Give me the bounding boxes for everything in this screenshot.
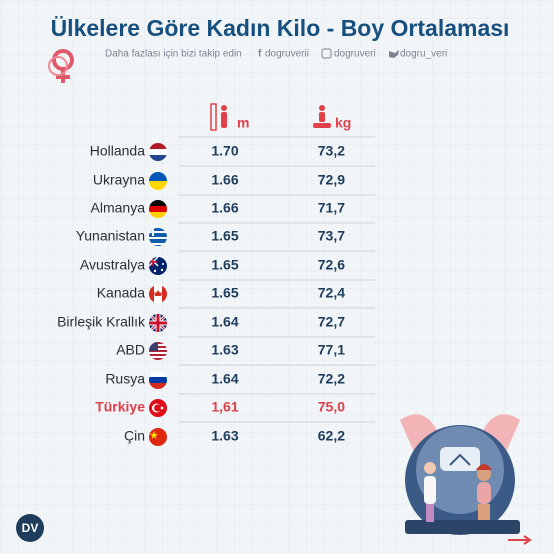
height-icon <box>210 103 227 131</box>
height: 1.66 <box>211 172 238 188</box>
country: Avustralya <box>80 257 145 273</box>
facebook-icon: f <box>258 49 262 60</box>
flag <box>149 200 167 218</box>
country: Almanya <box>91 200 146 216</box>
flag <box>149 371 167 389</box>
flag <box>149 172 167 190</box>
facebook-handle: dogruverii <box>265 49 309 60</box>
height: 1.70 <box>211 143 238 159</box>
height: 1.63 <box>211 428 238 444</box>
weight: 77,1 <box>318 342 345 358</box>
height: 1.64 <box>211 371 238 387</box>
height: 1.63 <box>211 342 238 358</box>
row: Yunanistan 1.65 73,7 <box>76 228 375 252</box>
flag <box>149 399 167 417</box>
row: Türkiye 1,61 75,0 <box>95 399 375 423</box>
flag <box>149 285 167 303</box>
country: Kanada <box>97 285 145 301</box>
country: Rusya <box>105 371 145 387</box>
flag <box>149 428 167 446</box>
flag <box>149 342 167 360</box>
height: 1.65 <box>211 228 238 244</box>
weight: 72,7 <box>318 314 345 330</box>
weight: 75,0 <box>318 399 345 415</box>
height: 1.65 <box>211 257 238 273</box>
scale-illustration <box>400 414 532 545</box>
weight: 73,2 <box>318 143 345 159</box>
flag <box>149 228 167 246</box>
country: Hollanda <box>90 143 145 159</box>
weight: 72,4 <box>318 285 345 301</box>
country: Çin <box>124 428 145 444</box>
flag <box>149 257 167 275</box>
height: 1.66 <box>211 200 238 216</box>
instagram-handle: dogruveri <box>334 49 376 60</box>
twitter-icon <box>389 50 399 58</box>
column-header: m <box>237 115 249 131</box>
row: Avustralya 1.65 72,6 <box>80 257 375 281</box>
row: Çin 1.63 62,2 <box>124 428 345 446</box>
table: Hollanda 1.70 73,2 Ukrayna 1.66 72,9 Almanya… <box>57 136 375 446</box>
height: 1.65 <box>211 285 238 301</box>
twitter-handle: dogru_veri <box>400 49 447 60</box>
logo-badge <box>16 514 44 542</box>
weight: 62,2 <box>318 428 345 444</box>
flag <box>149 143 167 161</box>
country: ABD <box>116 342 145 358</box>
height: 1,61 <box>211 399 238 415</box>
logo: DV <box>22 521 39 535</box>
row: Birleşik Krallık 1.64 72,7 <box>57 314 375 338</box>
weight-icon <box>313 105 331 128</box>
weight: 72,6 <box>318 257 345 273</box>
country: Ukrayna <box>93 172 145 188</box>
venus-icon <box>48 49 74 83</box>
row: Rusya 1.64 72,2 <box>105 371 375 395</box>
row: Almanya 1.66 71,7 <box>91 200 375 224</box>
title: Ülkelere Göre Kadın Kilo - Boy Ortalamas… <box>51 15 510 41</box>
flag <box>149 314 167 332</box>
column-header: kg <box>335 115 351 131</box>
row: Kanada 1.65 72,4 <box>97 285 375 309</box>
weight: 73,7 <box>318 228 345 244</box>
row: Ukrayna 1.66 72,9 <box>93 172 375 196</box>
weight: 72,2 <box>318 371 345 387</box>
height: 1.64 <box>211 314 238 330</box>
row: Hollanda 1.70 73,2 <box>90 143 375 167</box>
weight: 72,9 <box>318 172 345 188</box>
country: Yunanistan <box>76 228 145 244</box>
subtitle: Daha fazlası için bizi takip edin <box>105 49 242 60</box>
country: Birleşik Krallık <box>57 314 146 330</box>
weight: 71,7 <box>318 200 345 216</box>
row: ABD 1.63 77,1 <box>116 342 375 366</box>
instagram-icon <box>321 48 332 59</box>
country: Türkiye <box>95 399 145 415</box>
